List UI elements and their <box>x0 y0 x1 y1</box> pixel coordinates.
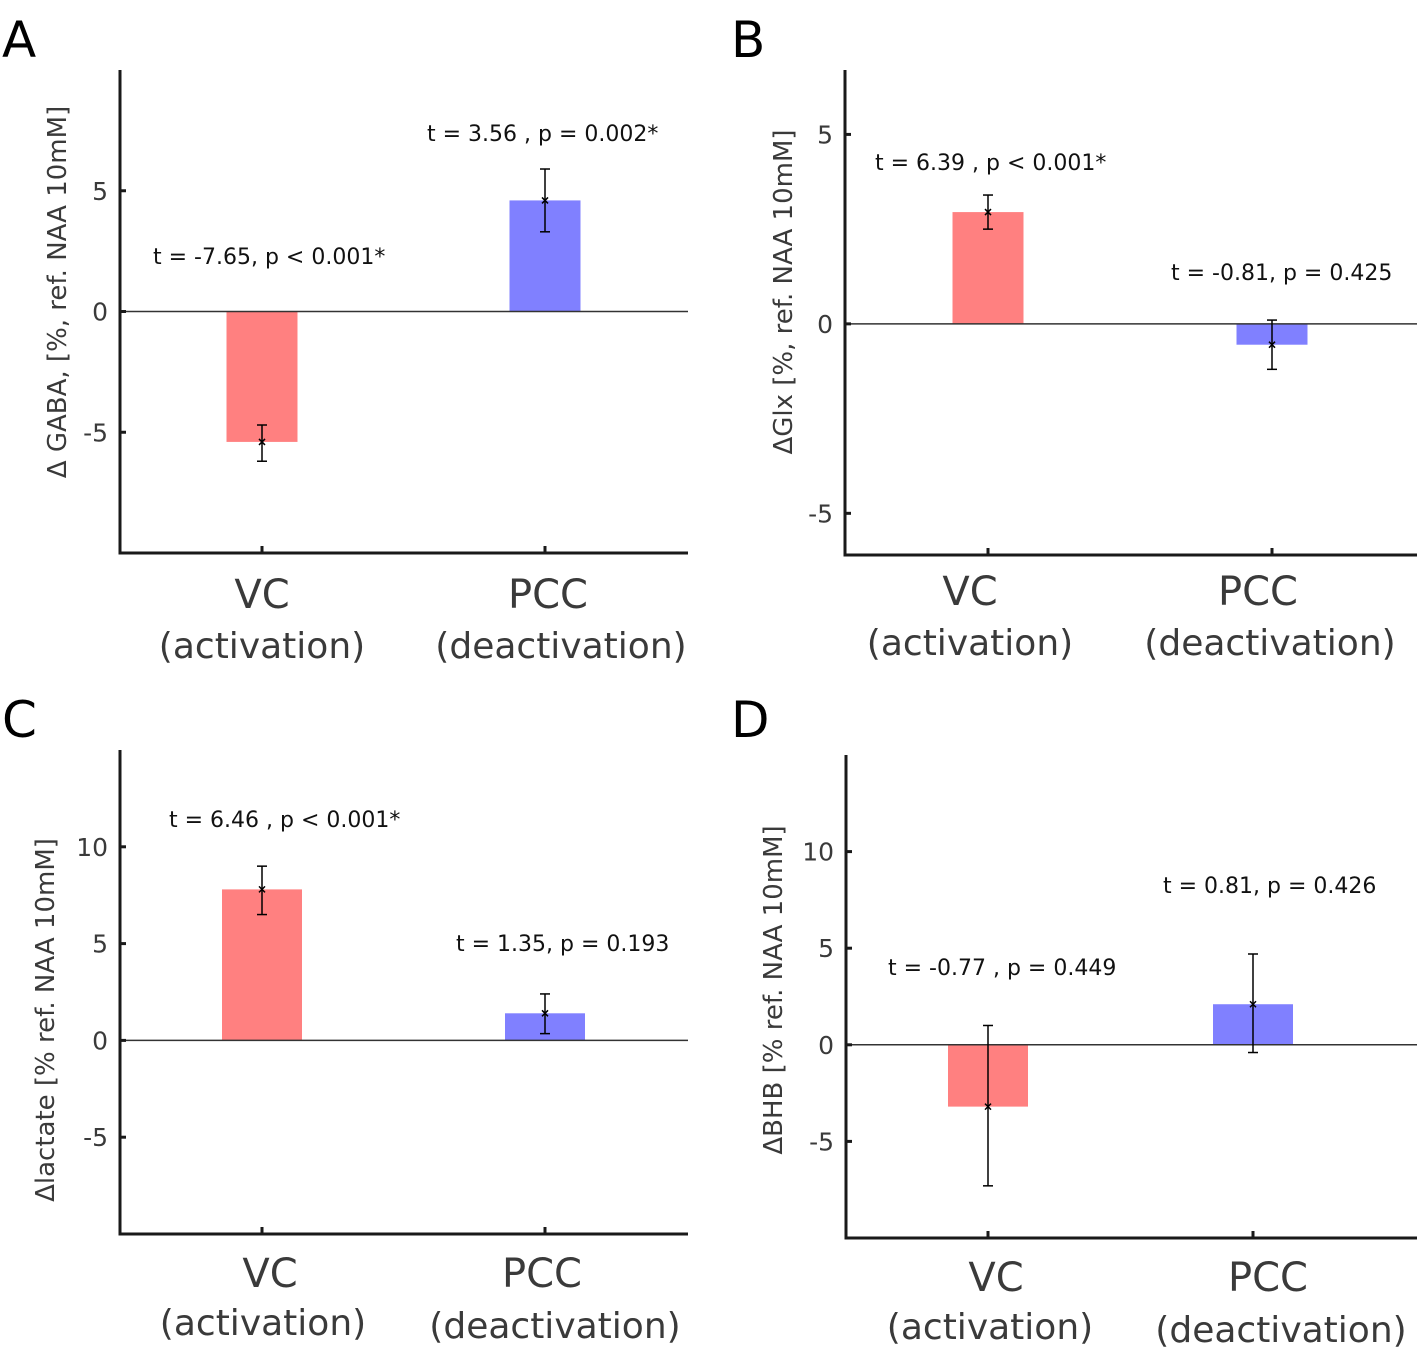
y-axis-label: ΔBHB [% ref. NAA 10mM] <box>759 825 789 1154</box>
category-label-vc: VC <box>242 1251 297 1297</box>
annotation-pcc: t = 0.81, p = 0.426 <box>1163 874 1376 899</box>
category-sublabel-vc: (activation) <box>887 1307 1093 1348</box>
panel-c: C Δlactate [% ref. NAA 10mM] -5 0 5 10 t = … <box>2 691 688 1347</box>
panel-letter: D <box>731 691 770 749</box>
category-label-pcc: PCC <box>502 1251 582 1297</box>
y-tick-label: 0 <box>92 298 108 327</box>
mean-marker <box>258 438 266 446</box>
mean-marker <box>984 208 992 216</box>
category-sublabel-pcc: (deactivation) <box>429 1306 680 1347</box>
category-sublabel-pcc: (deactivation) <box>435 626 686 667</box>
y-tick-label: 5 <box>818 934 834 963</box>
y-tick-label: 10 <box>802 838 834 867</box>
y-tick-label: -5 <box>83 418 108 447</box>
category-label-vc: VC <box>968 1255 1023 1301</box>
bar-vc <box>226 311 298 442</box>
y-tick-label: 5 <box>92 177 108 206</box>
category-label-pcc: PCC <box>508 572 588 618</box>
mean-marker <box>1268 341 1276 349</box>
category-sublabel-vc: (activation) <box>159 626 365 667</box>
mean-marker <box>541 196 549 204</box>
y-tick-label: -5 <box>83 1123 108 1152</box>
panel-d: D ΔBHB [% ref. NAA 10mM] -5 0 5 10 t = -0.7… <box>731 691 1417 1351</box>
y-axis-label: Δ GABA, [%, ref. NAA 10mM] <box>43 106 73 478</box>
mean-marker <box>258 885 266 893</box>
y-axis-label: Δlactate [% ref. NAA 10mM] <box>31 838 61 1202</box>
annotation-vc: t = -0.77 , p = 0.449 <box>888 956 1116 981</box>
category-sublabel-pcc: (deactivation) <box>1144 623 1395 664</box>
category-label-vc: VC <box>942 569 997 615</box>
category-label-vc: VC <box>234 572 289 618</box>
panel-b: B ΔGlx [%, ref. NAA 10mM] -5 0 5 t = 6.39 … <box>731 11 1417 664</box>
category-sublabel-vc: (activation) <box>160 1303 366 1344</box>
annotation-vc: t = -7.65, p < 0.001* <box>153 245 385 270</box>
bar-vc <box>952 212 1024 324</box>
category-sublabel-vc: (activation) <box>867 623 1073 664</box>
annotation-pcc: t = 3.56 , p = 0.002* <box>427 122 658 147</box>
y-tick-label: 10 <box>76 833 108 862</box>
plot-area: -5 0 5 <box>83 70 688 555</box>
panel-letter: C <box>2 691 37 749</box>
category-label-pcc: PCC <box>1228 1255 1308 1301</box>
y-tick-label: 5 <box>817 120 833 149</box>
y-tick-label: 0 <box>92 1026 108 1055</box>
y-tick-label: 0 <box>818 1031 834 1060</box>
annotation-vc: t = 6.39 , p < 0.001* <box>875 151 1106 176</box>
annotation-vc: t = 6.46 , p < 0.001* <box>169 808 400 833</box>
y-tick-label: -5 <box>809 1127 834 1156</box>
y-tick-label: -5 <box>808 499 833 528</box>
y-tick-label: 5 <box>92 930 108 959</box>
y-tick-label: 0 <box>817 310 833 339</box>
annotation-pcc: t = -0.81, p = 0.425 <box>1171 261 1392 286</box>
plot-area: -5 0 5 10 <box>802 755 1417 1240</box>
plot-area: -5 0 5 10 <box>76 750 688 1236</box>
mean-marker <box>1249 1000 1257 1008</box>
mean-marker <box>541 1009 549 1017</box>
mean-marker <box>984 1103 992 1111</box>
plot-area: -5 0 5 <box>808 70 1417 557</box>
panel-letter: A <box>2 11 36 69</box>
category-sublabel-pcc: (deactivation) <box>1155 1310 1406 1351</box>
annotation-pcc: t = 1.35, p = 0.193 <box>456 932 669 957</box>
panel-letter: B <box>731 11 765 69</box>
panel-a: A Δ GABA, [%, ref. NAA 10mM] -5 0 5 t = -7… <box>2 11 688 667</box>
category-label-pcc: PCC <box>1218 569 1298 615</box>
y-axis-label: ΔGlx [%, ref. NAA 10mM] <box>769 129 799 454</box>
